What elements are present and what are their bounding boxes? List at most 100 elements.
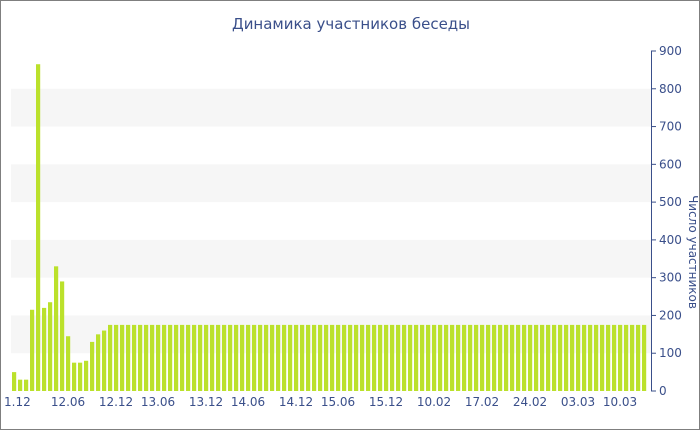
bar: [54, 266, 59, 391]
bar: [438, 324, 443, 391]
x-tick-label: 10.02: [417, 395, 451, 409]
y-tick-label: 300: [659, 271, 682, 285]
x-tick-label: 15.06: [321, 395, 355, 409]
bar: [132, 324, 137, 391]
bar: [12, 372, 17, 391]
bar: [30, 309, 35, 391]
bar: [210, 324, 215, 391]
bar: [504, 324, 509, 391]
y-tick-label: 500: [659, 195, 682, 209]
x-tick-label: 24.02: [513, 395, 547, 409]
bar: [540, 324, 545, 391]
bar: [186, 324, 191, 391]
x-tick-label: 15.12: [369, 395, 403, 409]
bar: [36, 64, 41, 391]
bar: [228, 324, 233, 391]
bar: [360, 324, 365, 391]
bar-series: [12, 64, 647, 391]
bar: [270, 324, 275, 391]
y-axis-ticks: 0 100 200 300 400 500 600 700 800 900: [651, 44, 682, 398]
bar: [588, 324, 593, 391]
x-tick-label: 10.03: [603, 395, 637, 409]
x-tick-label: 17.02: [465, 395, 499, 409]
bar: [294, 324, 299, 391]
bar: [354, 324, 359, 391]
bar: [552, 324, 557, 391]
bar: [258, 324, 263, 391]
bar: [198, 324, 203, 391]
bar: [264, 324, 269, 391]
bar: [162, 324, 167, 391]
bar: [234, 324, 239, 391]
y-tick-label: 900: [659, 44, 682, 58]
x-axis-ticks: 1.12 12.06 12.12 13.06 13.12 14.06 14.12 15.06 1…: [4, 395, 637, 409]
bar: [390, 324, 395, 391]
x-tick-label: 1.12: [4, 395, 31, 409]
bar: [450, 324, 455, 391]
bar: [432, 324, 437, 391]
bar: [546, 324, 551, 391]
bar: [90, 341, 95, 391]
bar: [534, 324, 539, 391]
bar: [150, 324, 155, 391]
bar: [300, 324, 305, 391]
y-tick-label: 800: [659, 82, 682, 96]
bar: [204, 324, 209, 391]
bar: [402, 324, 407, 391]
bar: [42, 307, 47, 391]
x-tick-label: 12.12: [99, 395, 133, 409]
grid-band: [11, 88, 651, 127]
bar: [24, 379, 29, 391]
bar: [84, 360, 89, 391]
bar: [462, 324, 467, 391]
bar: [156, 324, 161, 391]
bar: [414, 324, 419, 391]
bar: [216, 324, 221, 391]
bar: [456, 324, 461, 391]
bar: [282, 324, 287, 391]
chart-title: Динамика участников беседы: [232, 15, 470, 33]
bar: [180, 324, 185, 391]
bar: [246, 324, 251, 391]
bar: [348, 324, 353, 391]
x-tick-label: 14.06: [231, 395, 265, 409]
bar: [306, 324, 311, 391]
x-tick-label: 13.12: [189, 395, 223, 409]
x-tick-label: 12.06: [51, 395, 85, 409]
bar: [426, 324, 431, 391]
grid-band: [11, 164, 651, 203]
bar: [396, 324, 401, 391]
grid-bands: [11, 88, 651, 354]
bar: [114, 324, 119, 391]
bar: [576, 324, 581, 391]
x-tick-label: 13.06: [141, 395, 175, 409]
bar: [630, 324, 635, 391]
bar: [72, 362, 77, 391]
bar: [594, 324, 599, 391]
bar: [498, 324, 503, 391]
bar: [570, 324, 575, 391]
y-tick-label: 700: [659, 120, 682, 134]
bar: [420, 324, 425, 391]
bar: [492, 324, 497, 391]
bar: [612, 324, 617, 391]
bar: [312, 324, 317, 391]
bar: [606, 324, 611, 391]
bar: [78, 362, 83, 391]
bar: [240, 324, 245, 391]
x-tick-label: 03.03: [561, 395, 595, 409]
bar: [222, 324, 227, 391]
y-tick-label: 100: [659, 346, 682, 360]
bar: [318, 324, 323, 391]
bar: [144, 324, 149, 391]
bar: [624, 324, 629, 391]
bar: [480, 324, 485, 391]
bar: [168, 324, 173, 391]
bar: [324, 324, 329, 391]
bar: [120, 324, 125, 391]
bar: [138, 324, 143, 391]
bar: [486, 324, 491, 391]
y-tick-label: 400: [659, 233, 682, 247]
bar: [516, 324, 521, 391]
